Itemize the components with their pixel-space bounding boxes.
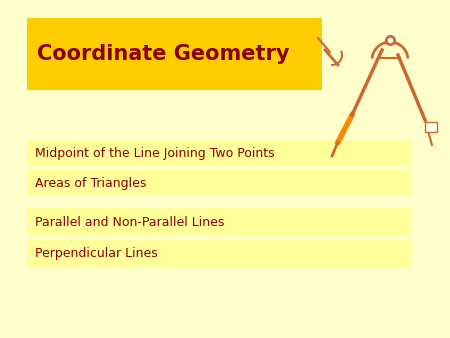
Bar	[27, 18, 322, 90]
Text: Midpoint of the Line Joining Two Points: Midpoint of the Line Joining Two Points	[35, 146, 274, 160]
Bar	[27, 240, 412, 268]
Bar	[27, 208, 412, 236]
Text: Areas of Triangles: Areas of Triangles	[35, 176, 146, 190]
Bar	[27, 170, 412, 196]
Text: Coordinate Geometry: Coordinate Geometry	[37, 44, 289, 64]
Bar	[425, 122, 437, 132]
Bar	[27, 140, 412, 166]
Text: Parallel and Non-Parallel Lines: Parallel and Non-Parallel Lines	[35, 216, 225, 228]
Text: Perpendicular Lines: Perpendicular Lines	[35, 247, 158, 261]
